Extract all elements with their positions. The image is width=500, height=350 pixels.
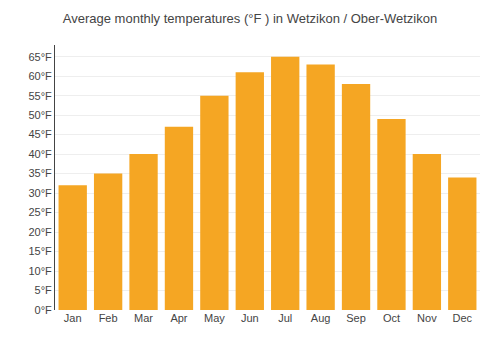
svg-text:0°F: 0°F [35,304,53,316]
svg-text:Jan: Jan [64,312,82,324]
svg-text:May: May [204,312,225,324]
svg-text:Nov: Nov [417,312,437,324]
svg-text:Dec: Dec [453,312,473,324]
svg-text:Average monthly temperatures (: Average monthly temperatures (°F ) in We… [63,11,437,26]
svg-text:Jun: Jun [241,312,259,324]
svg-text:Aug: Aug [311,312,331,324]
svg-text:65°F: 65°F [28,51,52,63]
svg-text:Apr: Apr [170,312,187,324]
svg-text:Sep: Sep [346,312,366,324]
svg-text:40°F: 40°F [28,148,52,160]
svg-text:30°F: 30°F [28,187,52,199]
svg-text:Oct: Oct [383,312,400,324]
svg-text:25°F: 25°F [28,206,52,218]
svg-text:5°F: 5°F [35,284,53,296]
svg-text:55°F: 55°F [28,90,52,102]
svg-text:Mar: Mar [134,312,153,324]
svg-text:Feb: Feb [99,312,118,324]
svg-text:60°F: 60°F [28,70,52,82]
svg-text:45°F: 45°F [28,128,52,140]
svg-text:10°F: 10°F [28,265,52,277]
svg-text:15°F: 15°F [28,245,52,257]
svg-text:20°F: 20°F [28,226,52,238]
svg-text:Jul: Jul [278,312,292,324]
svg-text:35°F: 35°F [28,167,52,179]
svg-text:50°F: 50°F [28,109,52,121]
